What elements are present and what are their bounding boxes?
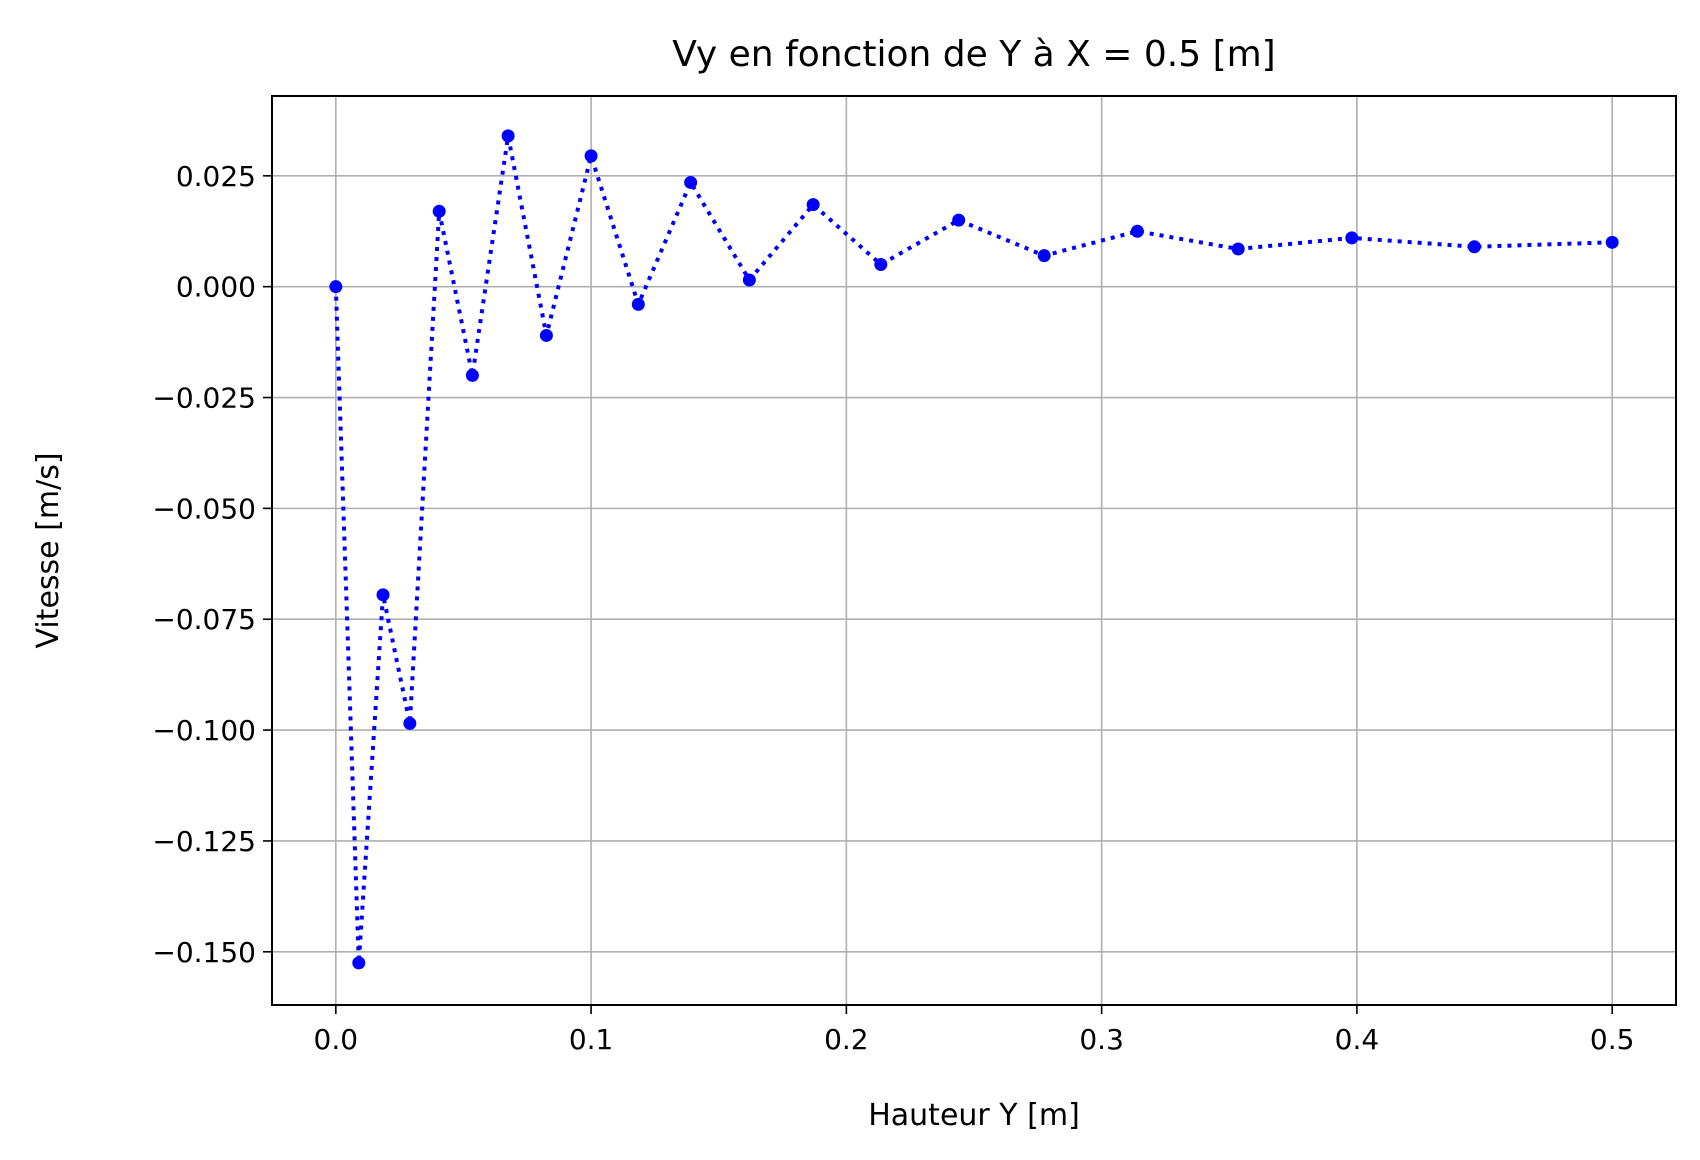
x-tick-label: 0.1 [569,1023,614,1056]
data-point [403,716,417,730]
data-point [874,257,888,271]
grid [272,96,1676,1005]
x-tick-label: 0.3 [1079,1023,1124,1056]
chart-title: Vy en fonction de Y à X = 0.5 [m] [672,34,1275,75]
data-point [465,368,479,382]
y-tick-label: −0.075 [152,603,256,636]
data-point [432,204,446,218]
data-point [952,213,966,227]
data-point [376,588,390,602]
y-tick-label: −0.050 [152,492,256,525]
data-point [1231,242,1245,256]
data-point [501,129,515,143]
x-axis-label: Hauteur Y [m] [868,1098,1080,1133]
y-tick-label: −0.025 [152,382,256,415]
y-axis-label: Vitesse [m/s] [31,452,66,648]
y-tick-label: −0.150 [152,936,256,969]
data-point [806,198,820,212]
data-point [539,328,553,342]
x-tick-label: 0.5 [1590,1023,1635,1056]
y-tick-label: −0.100 [152,714,256,747]
data-point [329,280,343,294]
data-point [352,956,366,970]
data-point [631,297,645,311]
data-point [742,273,756,287]
data-point [684,175,698,189]
y-tick-label: 0.000 [176,271,256,304]
data-point [1467,240,1481,254]
y-tick-label: 0.025 [176,160,256,193]
plot-frame [271,95,1677,1006]
data-point [1345,231,1359,245]
ticks: 0.0 0.1 0.2 0.3 0.4 0.5 0.025 0.000 −0.025 −0.050… [152,160,1634,1056]
x-tick-label: 0.4 [1335,1023,1380,1056]
x-tick-label: 0.2 [824,1023,869,1056]
data-point [1037,249,1051,263]
data-point [1605,235,1619,249]
x-tick-label: 0.0 [314,1023,359,1056]
y-tick-label: −0.125 [152,825,256,858]
series-layer [329,129,1619,970]
data-point [584,149,598,163]
data-point [1130,224,1144,238]
